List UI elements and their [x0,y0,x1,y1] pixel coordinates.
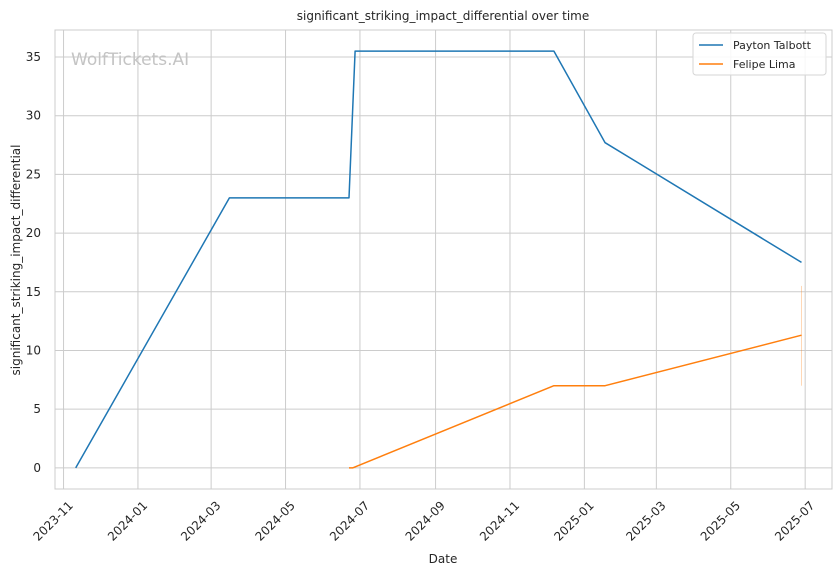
series-line-0 [75,50,802,469]
y-tick-label: 20 [26,226,41,240]
y-tick-labels: 0 5 10 15 20 25 30 35 [26,50,41,475]
x-tick-label: 2025-03 [623,498,668,543]
y-tick-label: 15 [26,285,41,299]
x-axis-title: Date [429,552,458,566]
x-tick-label: 2024-11 [477,498,522,543]
y-axis-title: significant_striking_impact_differential [9,145,23,376]
watermark: WolfTickets.AI [71,50,189,70]
x-tick-label: 2024-05 [253,498,298,543]
y-tick-label: 25 [26,167,41,181]
series-lines [75,50,803,469]
x-tick-label: 2025-01 [551,498,596,543]
plot-area-frame [54,29,833,490]
x-tick-label: 2023-11 [31,498,76,543]
x-tick-label: 2024-03 [178,498,223,543]
x-tick-label: 2024-07 [327,498,372,543]
x-tick-label: 2024-09 [403,498,448,543]
y-tick-label: 5 [33,402,41,416]
series-line-1 [349,334,802,469]
y-tick-label: 0 [33,461,41,475]
grid-lines [55,30,832,489]
plot-area-background [55,30,832,489]
chart-title: significant_striking_impact_differential… [297,9,589,23]
legend-box [692,32,827,76]
x-tick-labels: 2023-11 2024-01 2024-03 2024-05 2024-07 2024-… [31,498,818,543]
x-tick-label: 2025-05 [698,498,743,543]
x-tick-label: 2024-01 [105,498,150,543]
legend: Payton Talbott Felipe Lima [692,32,827,76]
legend-label: Payton Talbott [733,39,812,52]
y-tick-label: 30 [26,109,41,123]
legend-label: Felipe Lima [733,58,796,71]
y-tick-label: 35 [26,50,41,64]
y-tick-label: 10 [26,343,41,357]
x-tick-label: 2025-07 [772,498,817,543]
